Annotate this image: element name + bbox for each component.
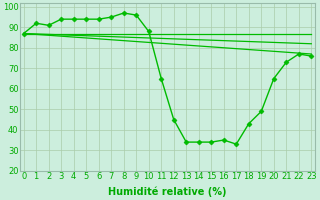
X-axis label: Humidité relative (%): Humidité relative (%) xyxy=(108,187,227,197)
